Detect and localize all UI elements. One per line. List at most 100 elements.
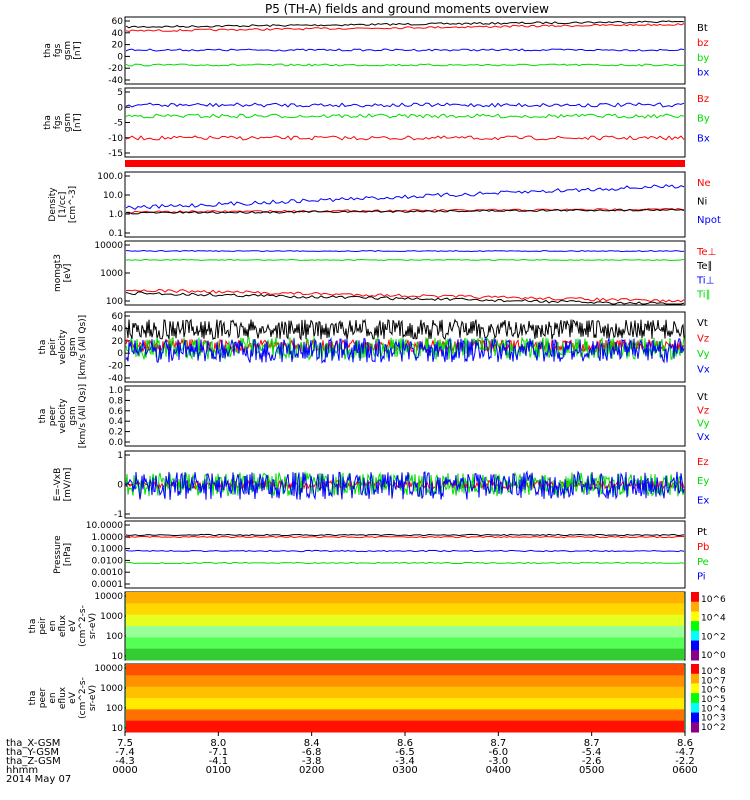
y-tick-label: 10000: [94, 592, 123, 602]
y-tick-label: 0.1000: [92, 545, 124, 555]
legend-Ne: Ne: [697, 178, 711, 189]
y-tick-label: 1000: [100, 269, 123, 279]
colorbar-segment: [691, 611, 699, 622]
y-tick-label: -15: [108, 149, 123, 159]
y-axis-label: thapeirenefluxeV(cm^2-s-sr-eV): [28, 605, 98, 647]
x-tick-label: -2.6: [582, 756, 602, 767]
legend-Npot: Npot: [697, 215, 721, 226]
heatmap-band: [126, 686, 684, 699]
x-tick-label: 8.7: [584, 738, 600, 749]
heatmap-band: [126, 664, 684, 676]
y-tick-label: 100: [106, 704, 123, 714]
colorbar: 10^6 10^4 10^2 10^0: [691, 592, 726, 661]
legend-Vt: Vt: [697, 392, 708, 403]
legend-Vt: Vt: [697, 318, 708, 329]
y-axis-label: thapeirvelocitygsm[km/s (All Qs)]: [38, 315, 88, 379]
panel-5: 60 40 20 0 -20 -40 thapeirvelocitygsm[km/s (Al…: [38, 311, 710, 384]
y-tick-label: 0: [117, 103, 123, 113]
heatmap-band: [126, 614, 684, 627]
colorbar-segment: [691, 601, 699, 612]
y-tick-label: 0.6: [109, 407, 124, 417]
panel-2: 5 0 -5 -10 -15 thafgsgsm[nT] Bz By Bx: [43, 87, 710, 159]
legend-Ti⊥: Ti⊥: [696, 275, 714, 286]
x-tick-label: 8.4: [304, 738, 320, 749]
legend-Bt: Bt: [697, 23, 708, 34]
colorbar-segment: [691, 693, 699, 704]
y-tick-label: -20: [108, 64, 123, 74]
series-Vt: [125, 318, 685, 341]
separator-bar: [125, 160, 685, 167]
y-tick-label: -5: [114, 119, 123, 129]
colorbar-label: 10^2: [701, 723, 726, 733]
heatmap-band: [126, 648, 684, 661]
series-Ti⊥: [125, 249, 685, 253]
y-tick-label: -10: [108, 134, 123, 144]
legend-Pt: Pt: [697, 527, 707, 538]
series-Ex: [125, 470, 685, 501]
panel-frame: [124, 311, 686, 383]
y-tick-label: 10000: [94, 241, 123, 251]
y-tick-label: 0.1: [109, 229, 123, 239]
y-tick-label: 20: [112, 337, 124, 347]
series-by: [125, 63, 685, 67]
legend-by: by: [697, 53, 709, 64]
y-tick-label: 100.0: [97, 172, 123, 182]
y-axis-label: thapeervelocitygsm[km/s (All Qs)]: [38, 384, 88, 448]
y-axis-label: momgt3[eV]: [53, 254, 73, 292]
legend-Vx: Vx: [697, 432, 710, 443]
x-tick-label: -6.5: [395, 747, 415, 758]
legend-Pi: Pi: [697, 572, 706, 583]
y-axis-label: thafgsgsm[nT]: [43, 41, 83, 60]
panel-1: 60 40 200 -20 -40 thafgsgsm[nT] Bt bz by bx: [43, 16, 709, 86]
colorbar-segment: [691, 722, 699, 733]
legend-Vy: Vy: [697, 349, 710, 360]
series-Bx: [125, 102, 685, 108]
y-tick-label: 40: [112, 324, 124, 334]
series-bz: [125, 23, 685, 33]
x-tick-label: -4.1: [209, 756, 229, 767]
series-Pb: [125, 535, 685, 539]
series-Pi: [125, 549, 685, 553]
x-tick-label: 0500: [579, 765, 604, 776]
y-tick-label: 0.0100: [92, 556, 124, 566]
y-tick-label: 60: [112, 17, 124, 27]
series-Te⊥: [125, 288, 685, 303]
y-axis-label: Pressure[nPa]: [53, 535, 73, 574]
y-tick-label: 0.0: [109, 438, 124, 448]
x-tick-label: 8.6: [677, 738, 693, 749]
colorbar-label: 10^4: [701, 614, 726, 624]
x-tick-label: -2.2: [675, 756, 695, 767]
panel-frame: [124, 87, 686, 158]
y-tick-label: 60: [112, 312, 124, 322]
legend-bx: bx: [697, 68, 709, 79]
colorbar-segment: [691, 673, 699, 684]
colorbar-label: 10^6: [701, 686, 726, 696]
x-row-label: tha_Y-GSM: [6, 747, 59, 758]
panel-4: 10000 1000 100 momgt3[eV] Te⊥ Te∥ Ti⊥ Ti∥: [53, 240, 716, 307]
y-tick-label: 10.0000: [86, 521, 123, 531]
colorbar-segment: [691, 683, 699, 694]
legend-By: By: [697, 114, 710, 125]
y-tick-label: 0.8: [109, 396, 124, 406]
y-tick-label: 0: [117, 52, 123, 62]
colorbar-segment: [691, 664, 699, 675]
y-tick-label: -40: [108, 374, 123, 384]
panel-frame: [124, 385, 686, 447]
x-tick-label: 0300: [392, 765, 417, 776]
y-tick-label: -1: [114, 510, 123, 520]
heatmap-band: [126, 709, 684, 722]
x-tick-label: -6.8: [302, 747, 322, 758]
x-tick-label: -4.7: [675, 747, 695, 758]
x-tick-label: -3.4: [395, 756, 415, 767]
colorbar-segment: [691, 702, 699, 714]
y-tick-label: 0.2: [109, 428, 123, 438]
y-tick-label: 0.0001: [92, 580, 124, 590]
date-label: 2014 May 07: [6, 774, 71, 785]
y-tick-label: 40: [112, 29, 124, 39]
series-Bt: [125, 20, 685, 29]
legend-Pb: Pb: [697, 542, 709, 553]
x-tick-label: 0100: [206, 765, 231, 776]
y-tick-label: 100: [106, 297, 123, 307]
colorbar-segment: [691, 592, 699, 603]
legend-Vz: Vz: [697, 405, 709, 416]
